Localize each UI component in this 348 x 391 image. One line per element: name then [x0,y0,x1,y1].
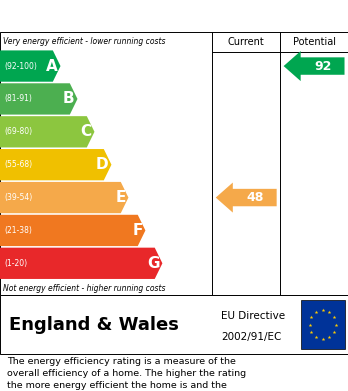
Text: A: A [46,59,58,74]
Polygon shape [216,183,277,213]
Text: 2002/91/EC: 2002/91/EC [221,332,281,343]
Text: F: F [132,223,143,238]
Bar [301,300,345,349]
Text: England & Wales: England & Wales [9,316,179,334]
Text: B: B [63,91,75,106]
Text: (92-100): (92-100) [4,61,37,70]
Text: EU Directive: EU Directive [221,311,285,321]
Polygon shape [0,182,128,213]
Polygon shape [0,215,145,246]
Text: E: E [115,190,126,205]
Polygon shape [0,149,111,180]
Text: The energy efficiency rating is a measure of the
overall efficiency of a home. T: The energy efficiency rating is a measur… [7,357,246,391]
Text: 48: 48 [246,191,263,204]
Text: G: G [147,256,160,271]
Text: Not energy efficient - higher running costs: Not energy efficient - higher running co… [3,284,165,293]
Text: Energy Efficiency Rating: Energy Efficiency Rating [9,7,238,25]
Text: (1-20): (1-20) [4,259,27,268]
Text: Very energy efficient - lower running costs: Very energy efficient - lower running co… [3,37,165,46]
Polygon shape [0,116,94,147]
Text: (39-54): (39-54) [4,193,32,202]
Text: (81-91): (81-91) [4,95,32,104]
Text: C: C [80,124,92,139]
Text: 92: 92 [314,59,331,73]
Polygon shape [0,83,78,115]
Polygon shape [0,248,163,279]
Polygon shape [284,51,345,81]
Text: (69-80): (69-80) [4,127,32,136]
Polygon shape [0,50,61,82]
Text: Current: Current [228,37,264,47]
Text: (21-38): (21-38) [4,226,32,235]
Text: Potential: Potential [293,37,335,47]
Text: D: D [96,157,109,172]
Text: (55-68): (55-68) [4,160,32,169]
